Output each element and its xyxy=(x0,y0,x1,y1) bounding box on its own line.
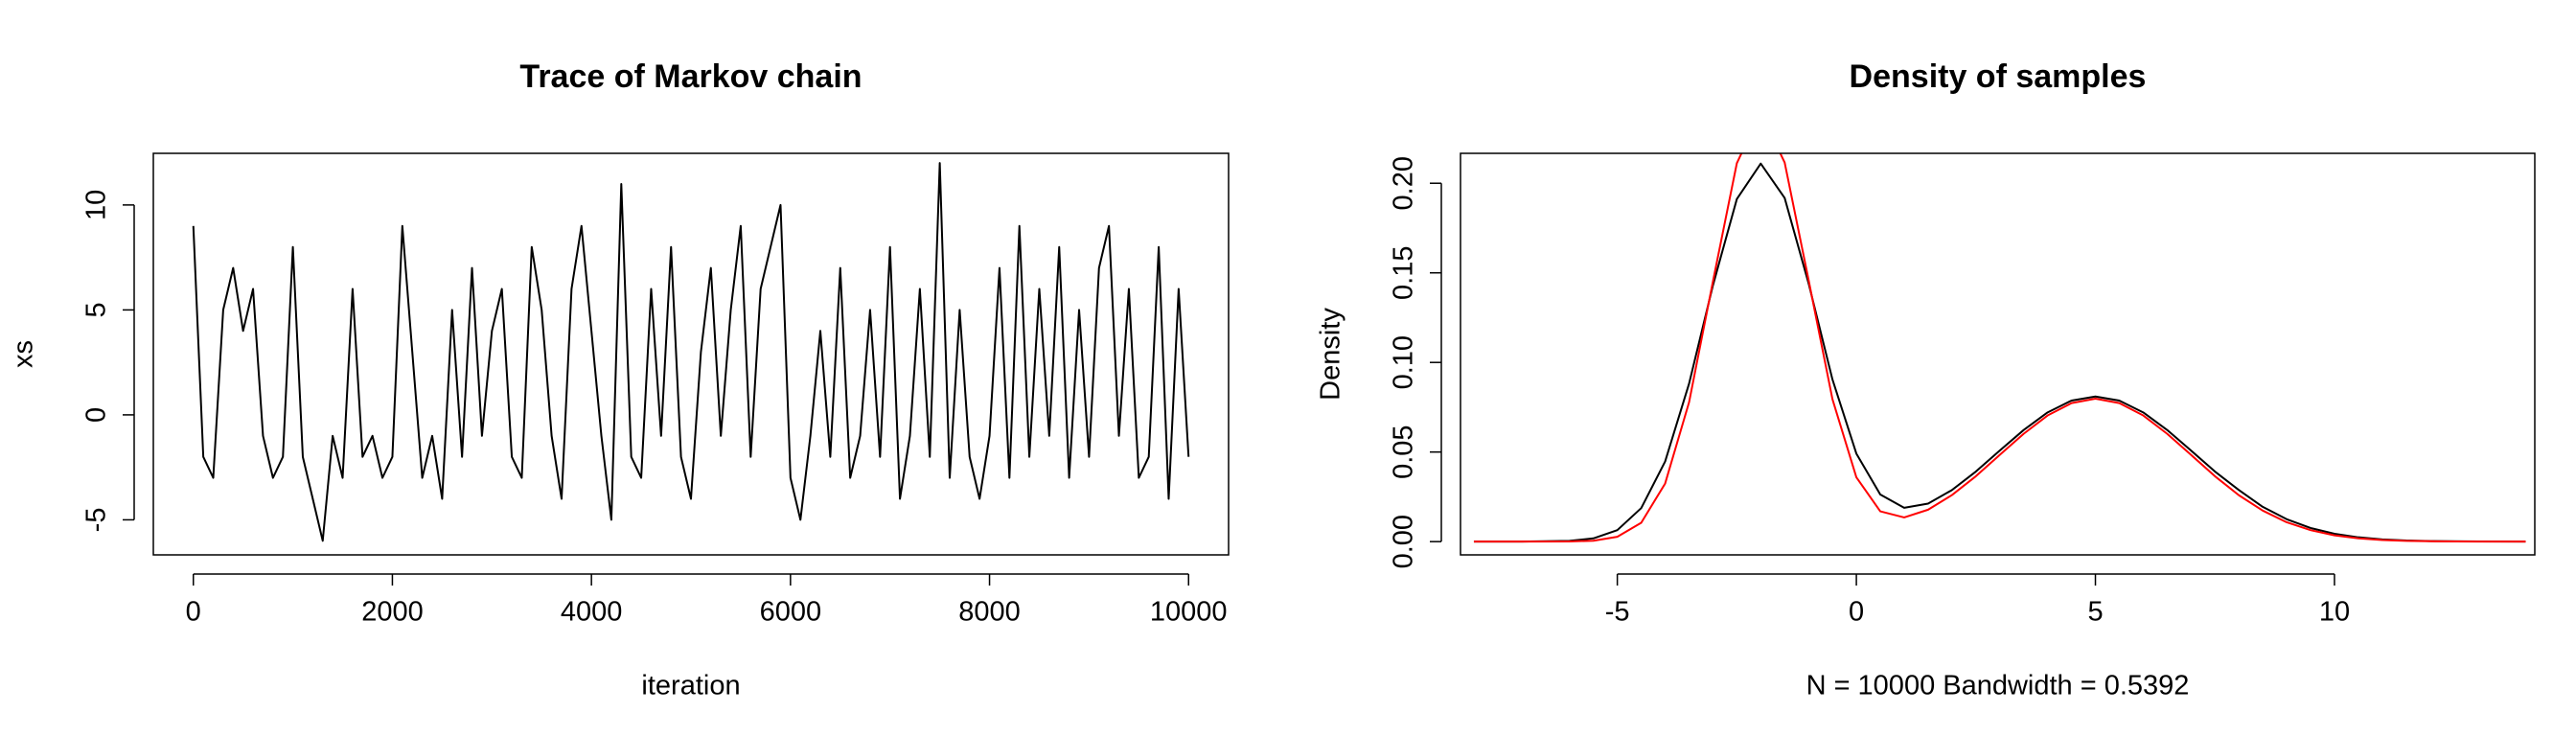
y-tick-label: 10 xyxy=(81,190,112,220)
x-tick-label: 0 xyxy=(1849,597,1864,628)
plot-frame xyxy=(152,152,1230,556)
y-tick-label: 5 xyxy=(81,302,112,317)
series-line xyxy=(192,162,1190,542)
x-axis-label: N = 10000 Bandwidth = 0.5392 xyxy=(1806,671,2190,702)
x-tick-label: 4000 xyxy=(561,597,623,628)
x-tick-label: 10 xyxy=(2319,597,2350,628)
x-tick-label: 6000 xyxy=(760,597,822,628)
chart-title: Density of samples xyxy=(1850,58,2147,95)
y-axis-label: Density xyxy=(1316,308,1346,401)
x-tick-label: 0 xyxy=(186,597,201,628)
x-tick-label: -5 xyxy=(1605,597,1630,628)
plot-frame xyxy=(1460,152,2536,556)
y-tick-label: -5 xyxy=(81,508,112,533)
y-tick-label: 0.10 xyxy=(1389,335,1419,389)
y-tick-label: 0.05 xyxy=(1389,425,1419,478)
x-tick-label: 2000 xyxy=(361,597,424,628)
y-tick-label: 0.15 xyxy=(1389,245,1419,299)
plot-area xyxy=(192,162,1190,542)
chart-title: Trace of Markov chain xyxy=(519,58,862,95)
x-tick-label: 5 xyxy=(2087,597,2103,628)
x-axis-label: iteration xyxy=(641,671,740,702)
x-tick-label: 10000 xyxy=(1150,597,1228,628)
x-tick-label: 8000 xyxy=(958,597,1021,628)
series-line xyxy=(1473,162,2526,543)
plot-area xyxy=(1473,153,2526,543)
series-line xyxy=(1473,153,2526,543)
y-axis-label: xs xyxy=(9,340,39,368)
y-tick-label: 0.20 xyxy=(1389,156,1419,210)
y-tick-label: 0.00 xyxy=(1389,515,1419,568)
y-tick-label: 0 xyxy=(81,407,112,423)
